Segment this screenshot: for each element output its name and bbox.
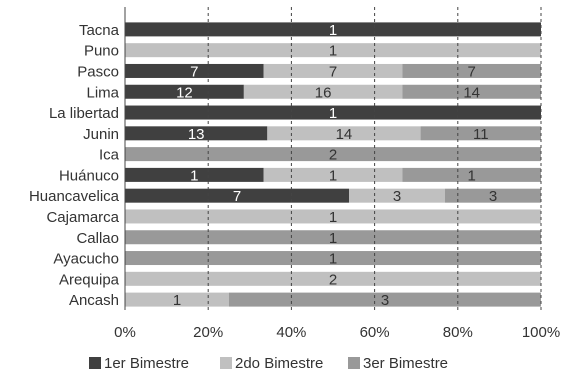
category-label: Ancash bbox=[69, 292, 119, 309]
bar-segment bbox=[263, 63, 403, 78]
data-label: 16 bbox=[315, 84, 332, 101]
data-label: 7 bbox=[329, 63, 337, 80]
bar-segment bbox=[349, 188, 445, 203]
bar-segment bbox=[125, 292, 229, 307]
data-label: 7 bbox=[190, 63, 198, 80]
data-label: 3 bbox=[381, 292, 389, 309]
bar-segment bbox=[229, 292, 541, 307]
bar-segment bbox=[125, 22, 541, 37]
data-label: 12 bbox=[176, 84, 193, 101]
data-label: 1 bbox=[329, 105, 337, 122]
data-label: 11 bbox=[473, 126, 489, 143]
bar-segment bbox=[125, 126, 268, 141]
bar-segment bbox=[125, 188, 349, 203]
bar-segment bbox=[267, 126, 421, 141]
category-label: Tacna bbox=[79, 22, 120, 39]
category-label: Cajamarca bbox=[46, 209, 119, 226]
bar-segment bbox=[125, 105, 541, 120]
bar-segment bbox=[125, 84, 244, 99]
bars-group bbox=[125, 22, 541, 307]
category-label: Ica bbox=[99, 147, 120, 164]
legend-label: 3er Bimestre bbox=[363, 355, 448, 372]
bar-segment bbox=[125, 147, 541, 162]
category-label: Pasco bbox=[77, 63, 119, 80]
x-tick-label: 80% bbox=[443, 324, 473, 341]
legend-swatch bbox=[89, 357, 101, 369]
bar-segment bbox=[263, 167, 403, 182]
x-tick-labels-group: 0% 20% 40% 60% 80% 100% bbox=[114, 324, 560, 341]
x-tick-label: 20% bbox=[193, 324, 223, 341]
bar-segment bbox=[402, 63, 541, 78]
data-label: 1 bbox=[329, 22, 337, 39]
category-label: La libertad bbox=[49, 105, 119, 122]
legend-label: 2do Bimestre bbox=[235, 355, 323, 372]
bar-segment bbox=[125, 271, 541, 286]
gridlines bbox=[124, 7, 542, 310]
data-label: 14 bbox=[336, 126, 353, 143]
legend-label: 1er Bimestre bbox=[104, 355, 189, 372]
data-label: 2 bbox=[329, 271, 337, 288]
data-label: 1 bbox=[329, 167, 337, 184]
bar-segment bbox=[420, 126, 541, 141]
x-tick-label: 0% bbox=[114, 324, 136, 341]
data-label: 1 bbox=[467, 167, 475, 184]
bar-segment bbox=[445, 188, 541, 203]
legend-swatch bbox=[348, 357, 360, 369]
bar-segment bbox=[243, 84, 403, 99]
category-label: Ayacucho bbox=[53, 251, 119, 268]
data-label: 2 bbox=[329, 147, 337, 164]
data-label: 1 bbox=[190, 167, 198, 184]
x-tick-label: 60% bbox=[360, 324, 390, 341]
category-label: Lima bbox=[86, 84, 119, 101]
bar-segment bbox=[125, 63, 264, 78]
category-label: Huancavelica bbox=[29, 188, 120, 205]
bar-segment bbox=[402, 84, 541, 99]
bar-segment bbox=[125, 230, 541, 245]
data-label: 3 bbox=[489, 188, 497, 205]
bar-segment bbox=[125, 43, 541, 58]
x-tick-label: 40% bbox=[276, 324, 306, 341]
category-label: Junin bbox=[83, 126, 119, 143]
x-tick-label: 100% bbox=[522, 324, 560, 341]
bar-segment bbox=[402, 167, 541, 182]
data-label: 1 bbox=[329, 43, 337, 60]
legend-swatch bbox=[220, 357, 232, 369]
data-label: 7 bbox=[467, 63, 475, 80]
data-label: 1 bbox=[329, 251, 337, 268]
bar-segment bbox=[125, 209, 541, 224]
bar-segment bbox=[125, 167, 264, 182]
data-label: 1 bbox=[173, 292, 181, 309]
data-label: 3 bbox=[393, 188, 401, 205]
category-labels-group: Tacna Puno Pasco Lima La libertad Junin Ica Huá… bbox=[29, 22, 120, 309]
data-label: 7 bbox=[233, 188, 241, 205]
legend: 1er Bimestre 2do Bimestre 3er Bimestre bbox=[89, 355, 448, 372]
data-label: 1 bbox=[329, 230, 337, 247]
category-label: Puno bbox=[84, 43, 119, 60]
data-label: 1 bbox=[329, 209, 337, 226]
data-label: 14 bbox=[463, 84, 480, 101]
category-label: Arequipa bbox=[59, 271, 120, 288]
category-label: Huánuco bbox=[59, 167, 119, 184]
data-label: 13 bbox=[188, 126, 205, 143]
bar-segment bbox=[125, 251, 541, 266]
category-label: Callao bbox=[76, 230, 119, 247]
